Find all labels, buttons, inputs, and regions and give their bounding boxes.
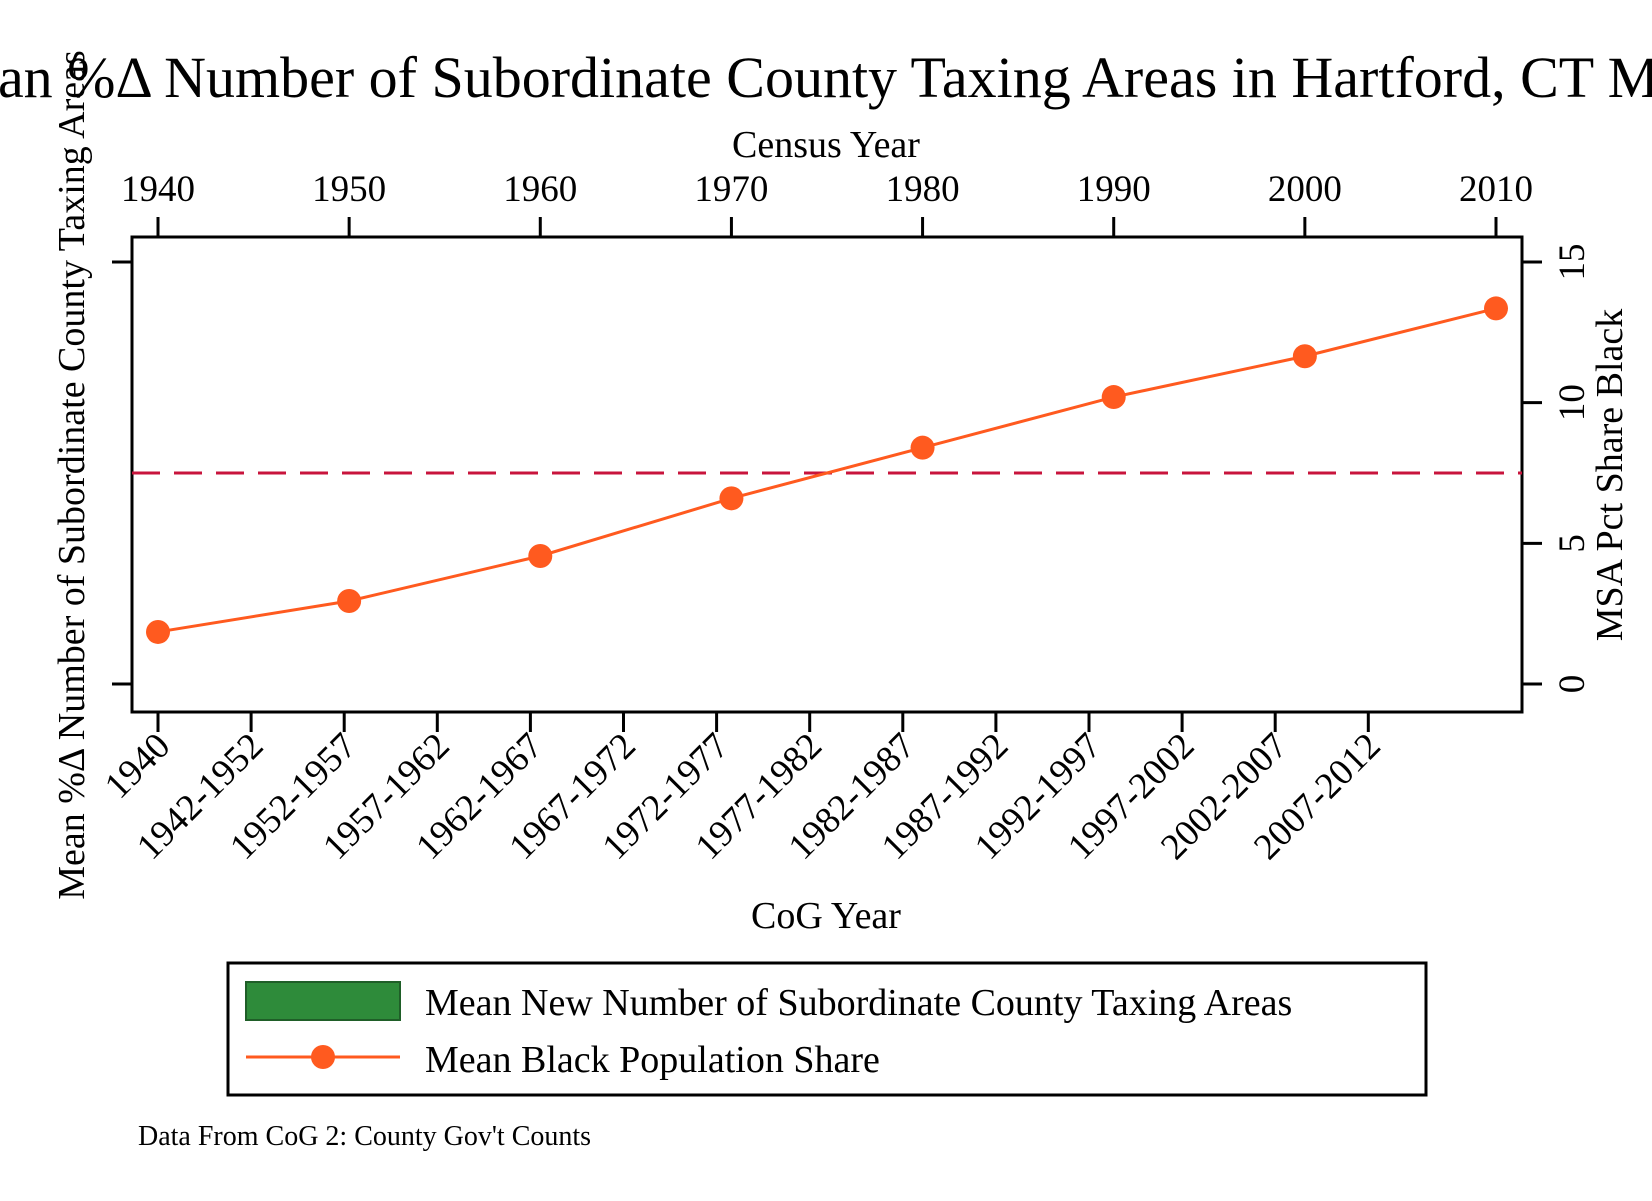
legend-label-black-share: Mean Black Population Share	[425, 1039, 880, 1081]
series-point	[1292, 344, 1317, 369]
series-line-black-share	[157, 306, 1497, 634]
y-left-axis-title: Mean %Δ Number of Subordinate County Tax…	[51, 50, 93, 900]
series-point	[528, 543, 553, 568]
x-top-tick-label: 1950	[312, 169, 386, 210]
x-top-tick-label: 1980	[886, 169, 960, 210]
x-bottom-axis: 19401942-19521952-19571957-19621962-1967…	[97, 712, 1389, 868]
x-top-axis-title: Census Year	[732, 124, 920, 166]
y-right-tick-label: 10	[1552, 384, 1593, 421]
x-bottom-tick-label: 1940	[97, 725, 178, 806]
series-point	[719, 486, 744, 511]
x-top-axis: 1940 1950 1960 1970 1980 1990 2000 2010	[121, 169, 1533, 237]
x-top-tick-label: 1960	[503, 169, 577, 210]
series-point	[146, 619, 170, 644]
legend-label-taxing-areas: Mean New Number of Subordinate County Ta…	[425, 982, 1292, 1024]
series-point	[337, 589, 362, 614]
y-right-tick-label: 15	[1552, 244, 1593, 281]
source-note: Data From CoG 2: County Gov't Counts	[138, 1121, 591, 1152]
legend-swatch-marker	[311, 1045, 335, 1069]
y-right-axis: 0 5 10 15	[1522, 244, 1593, 694]
legend-box	[226, 961, 1428, 1097]
y-right-tick-label: 0	[1552, 675, 1593, 694]
y-left-axis	[112, 260, 132, 686]
x-top-tick-label: 1990	[1077, 169, 1151, 210]
chart-title: Mean %Δ Number of Subordinate County Tax…	[0, 45, 1652, 110]
series-point	[1484, 296, 1508, 321]
y-right-tick-label: 5	[1552, 534, 1593, 553]
x-top-tick-label: 2000	[1268, 169, 1342, 210]
legend-swatch-bar	[245, 981, 401, 1021]
x-top-tick-label: 1970	[694, 169, 768, 210]
series-points	[146, 296, 1508, 644]
y-right-axis-title: MSA Pct Share Black	[1589, 309, 1631, 641]
x-top-tick-label: 2010	[1459, 169, 1533, 210]
series-point	[910, 435, 935, 460]
x-bottom-axis-title: CoG Year	[751, 895, 901, 937]
x-top-tick-label: 1940	[121, 169, 195, 210]
series-point	[1101, 385, 1126, 410]
